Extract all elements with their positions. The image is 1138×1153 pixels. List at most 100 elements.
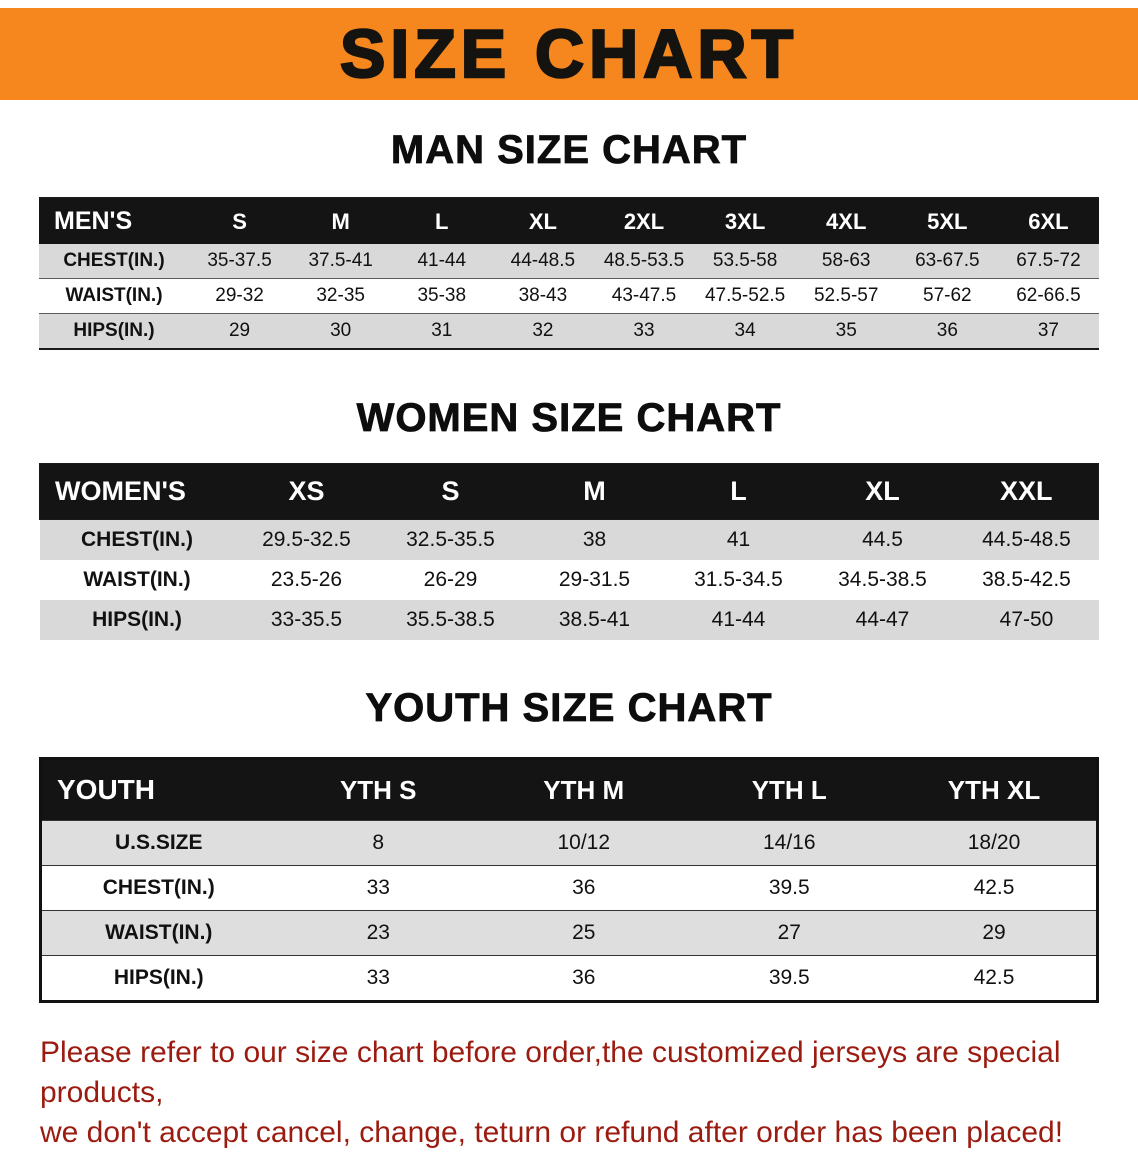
measurement-value: 33-35.5 (234, 600, 379, 640)
table-row: HIPS(IN.) 29 30 31 32 33 34 35 36 37 (39, 313, 1099, 350)
row-label: HIPS(IN.) (39, 313, 189, 350)
measurement-value: 52.5-57 (795, 278, 897, 314)
size-column-header: 6XL (997, 198, 1099, 244)
measurement-value: 39.5 (686, 865, 892, 911)
measurement-value: 36 (481, 865, 687, 911)
measurement-value: 57-62 (896, 278, 998, 314)
size-column-header: S (378, 463, 523, 520)
measurement-value: 34.5-38.5 (810, 560, 955, 600)
measurement-value: 47-50 (954, 600, 1099, 640)
measurement-value: 18/20 (892, 820, 1098, 866)
size-column-header: L (666, 463, 811, 520)
measurement-value: 41-44 (666, 600, 811, 640)
table-row: WAIST(IN.) 23 25 27 29 (40, 910, 1098, 956)
table-row: CHEST(IN.) 33 36 39.5 42.5 (40, 865, 1098, 911)
table-row: U.S.SIZE 8 10/12 14/16 18/20 (40, 820, 1098, 866)
measurement-value: 44-48.5 (492, 244, 594, 279)
youth-section-heading: YOUTH SIZE CHART (365, 686, 773, 731)
size-column-header: XS (234, 463, 379, 520)
measurement-value: 38-43 (492, 278, 594, 314)
row-label: WAIST(IN.) (39, 560, 235, 600)
banner-title: SIZE CHART (339, 15, 798, 94)
size-chart-page: SIZE CHART MAN SIZE CHART MEN'S S M L XL 2XL 3… (0, 8, 1138, 1153)
row-label: WAIST(IN.) (39, 278, 189, 314)
measurement-value: 37.5-41 (290, 244, 392, 279)
size-column-header: 5XL (896, 198, 998, 244)
measurement-value: 48.5-53.5 (593, 244, 695, 279)
size-column-header: L (391, 198, 493, 244)
youth-size-table: YOUTH YTH S YTH M YTH L YTH XL U.S.SIZE 8 10/12… (39, 757, 1099, 1003)
table-row: WAIST(IN.) 29-32 32-35 35-38 38-43 43-47.5 47.… (39, 278, 1099, 314)
measurement-value: 41 (666, 519, 811, 560)
measurement-value: 29-32 (189, 278, 291, 314)
measurement-value: 42.5 (892, 865, 1098, 911)
size-column-header: YTH S (275, 758, 481, 821)
measurement-value: 23 (275, 910, 481, 956)
row-label: HIPS(IN.) (39, 600, 235, 640)
row-label: HIPS(IN.) (40, 955, 276, 1002)
measurement-value: 38.5-42.5 (954, 560, 1099, 600)
measurement-value: 44-47 (810, 600, 955, 640)
disclaimer-text: Please refer to our size chart before or… (40, 1033, 1118, 1153)
measurement-value: 38.5-41 (522, 600, 667, 640)
table-row: CHEST(IN.) 29.5-32.5 32.5-35.5 38 41 44.5 44.5… (39, 519, 1099, 560)
row-label: U.S.SIZE (40, 820, 276, 866)
row-label: CHEST(IN.) (40, 865, 276, 911)
size-column-header: XXL (954, 463, 1099, 520)
size-column-header: 4XL (795, 198, 897, 244)
measurement-value: 33 (275, 955, 481, 1002)
size-column-header: 3XL (694, 198, 796, 244)
table-title-cell: MEN'S (39, 198, 189, 244)
measurement-value: 29-31.5 (522, 560, 667, 600)
size-column-header: XL (492, 198, 594, 244)
size-column-header: YTH M (481, 758, 687, 821)
measurement-value: 23.5-26 (234, 560, 379, 600)
table-row: HIPS(IN.) 33-35.5 35.5-38.5 38.5-41 41-44 44-… (39, 600, 1099, 640)
measurement-value: 8 (275, 820, 481, 866)
man-section-heading: MAN SIZE CHART (390, 128, 748, 173)
table-title-cell: YOUTH (40, 758, 276, 821)
disclaimer-line-1: Please refer to our size chart before or… (40, 1036, 1061, 1109)
measurement-value: 29 (892, 910, 1098, 956)
measurement-value: 33 (275, 865, 481, 911)
measurement-value: 29 (189, 313, 291, 350)
measurement-value: 35 (795, 313, 897, 350)
measurement-value: 35-37.5 (189, 244, 291, 279)
measurement-value: 38 (522, 519, 667, 560)
measurement-value: 33 (593, 313, 695, 350)
men-size-table: MEN'S S M L XL 2XL 3XL 4XL 5XL 6XL CHEST(IN.) 35-37… (39, 197, 1099, 350)
measurement-value: 32.5-35.5 (378, 519, 523, 560)
table-row: WAIST(IN.) 23.5-26 26-29 29-31.5 31.5-34.5 34… (39, 560, 1099, 600)
row-label: WAIST(IN.) (40, 910, 276, 956)
measurement-value: 47.5-52.5 (694, 278, 796, 314)
row-label: CHEST(IN.) (39, 519, 235, 560)
measurement-value: 39.5 (686, 955, 892, 1002)
size-column-header: YTH L (686, 758, 892, 821)
size-column-header: XL (810, 463, 955, 520)
measurement-value: 35-38 (391, 278, 493, 314)
table-row: CHEST(IN.) 35-37.5 37.5-41 41-44 44-48.5 48.5… (39, 244, 1099, 279)
measurement-value: 30 (290, 313, 392, 350)
measurement-value: 27 (686, 910, 892, 956)
measurement-value: 10/12 (481, 820, 687, 866)
measurement-value: 41-44 (391, 244, 493, 279)
measurement-value: 42.5 (892, 955, 1098, 1002)
size-column-header: S (189, 198, 291, 244)
women-size-table: WOMEN'S XS S M L XL XXL CHEST(IN.) 29.5-32.5 32.5… (39, 463, 1099, 640)
measurement-value: 32 (492, 313, 594, 350)
measurement-value: 37 (997, 313, 1099, 350)
row-label: CHEST(IN.) (39, 244, 189, 279)
measurement-value: 31 (391, 313, 493, 350)
measurement-value: 36 (481, 955, 687, 1002)
measurement-value: 44.5-48.5 (954, 519, 1099, 560)
measurement-value: 53.5-58 (694, 244, 796, 279)
table-title-cell: WOMEN'S (39, 463, 235, 520)
size-chart-banner: SIZE CHART (0, 8, 1138, 100)
size-column-header: 2XL (593, 198, 695, 244)
size-column-header: M (522, 463, 667, 520)
measurement-value: 35.5-38.5 (378, 600, 523, 640)
disclaimer-line-2: we don't accept cancel, change, teturn o… (40, 1115, 1064, 1149)
measurement-value: 58-63 (795, 244, 897, 279)
size-column-header: M (290, 198, 392, 244)
measurement-value: 26-29 (378, 560, 523, 600)
